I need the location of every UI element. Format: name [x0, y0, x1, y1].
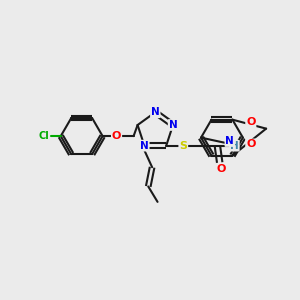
Text: N: N	[225, 136, 234, 146]
Text: N: N	[151, 107, 160, 117]
Text: O: O	[112, 131, 121, 141]
Text: S: S	[179, 141, 187, 151]
Text: H: H	[230, 141, 239, 151]
Text: O: O	[217, 164, 226, 174]
Text: N: N	[140, 141, 149, 151]
Text: N: N	[169, 120, 177, 130]
Text: O: O	[246, 117, 256, 127]
Text: O: O	[246, 140, 256, 149]
Text: Cl: Cl	[38, 131, 49, 141]
